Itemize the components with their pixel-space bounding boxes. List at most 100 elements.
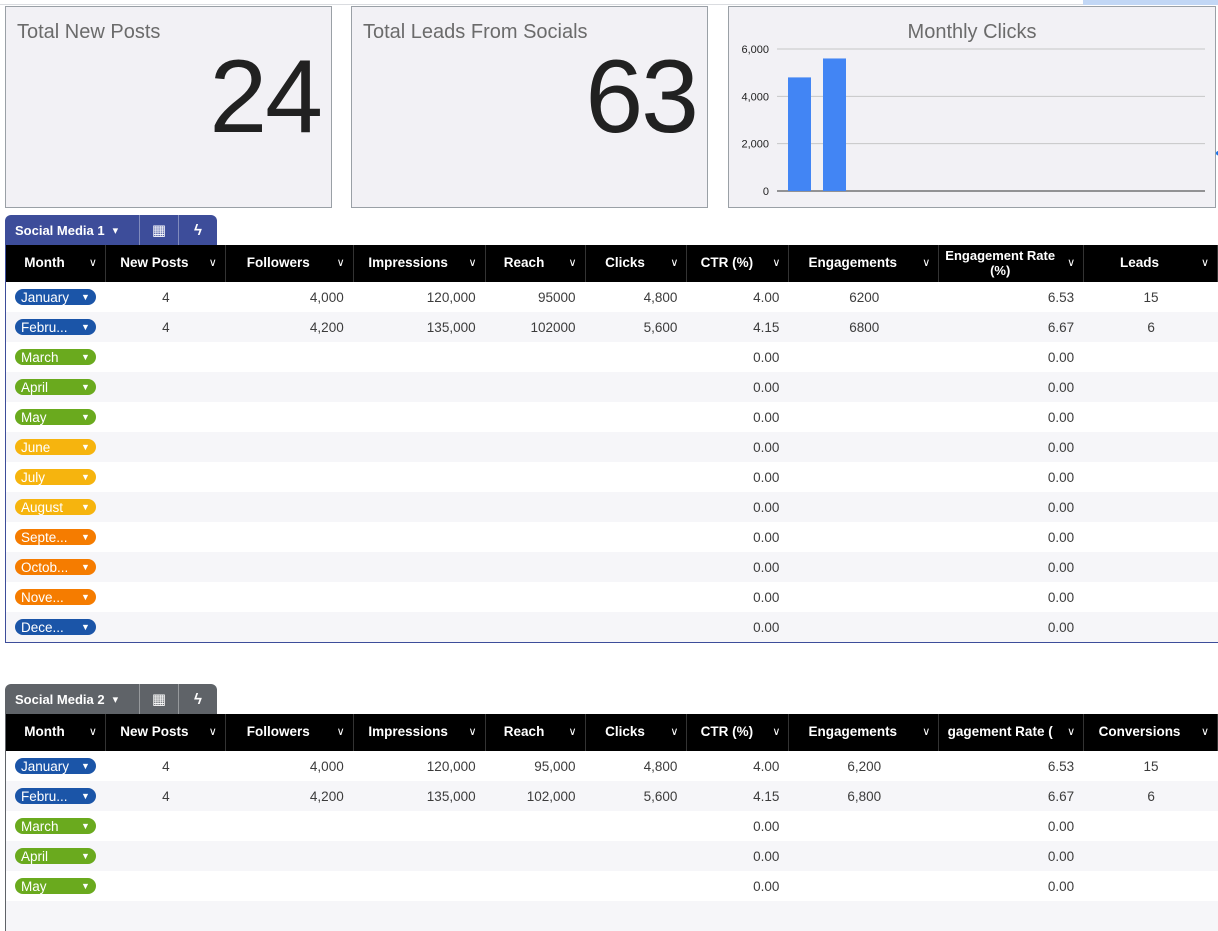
table-cell[interactable] <box>789 492 939 522</box>
table-cell[interactable] <box>354 901 486 931</box>
lightning-icon[interactable]: ϟ <box>178 684 217 714</box>
table-cell[interactable]: 0.00 <box>753 619 780 635</box>
table-cell[interactable]: 95,000 <box>534 758 576 774</box>
table-cell[interactable] <box>106 522 226 552</box>
table-cell[interactable] <box>1084 552 1218 582</box>
table-cell[interactable] <box>354 552 486 582</box>
table-cell[interactable] <box>687 901 789 931</box>
table-cell[interactable] <box>789 372 939 402</box>
table-cell[interactable] <box>486 901 586 931</box>
chevron-down-icon[interactable]: ∨ <box>468 726 477 738</box>
table-cell[interactable]: 0.00 <box>1047 619 1075 635</box>
month-cell[interactable]: Dece... ▼ <box>6 612 106 642</box>
table-cell[interactable] <box>486 462 586 492</box>
month-cell[interactable]: Septe... ▼ <box>6 522 106 552</box>
table-cell[interactable]: 6.67 <box>1047 788 1075 804</box>
month-dropdown-chip[interactable]: June ▼ <box>15 439 96 455</box>
table-cell[interactable] <box>354 462 486 492</box>
table-cell[interactable] <box>586 462 688 492</box>
month-dropdown-chip[interactable]: April ▼ <box>15 379 96 395</box>
chevron-down-icon[interactable]: ∨ <box>670 257 679 269</box>
table-cell[interactable]: 4.00 <box>753 758 780 774</box>
table-cell[interactable] <box>226 552 354 582</box>
table-cell[interactable]: 6800 <box>849 319 880 335</box>
table-cell[interactable] <box>106 811 226 841</box>
table-cell[interactable] <box>789 462 939 492</box>
column-header[interactable]: CTR (%) ∨ <box>687 245 790 282</box>
column-header[interactable]: New Posts ∨ <box>106 245 226 282</box>
table-cell[interactable]: 120,000 <box>426 289 476 305</box>
table-cell[interactable]: 4.15 <box>753 788 780 804</box>
column-header[interactable]: New Posts ∨ <box>106 714 226 751</box>
table-cell[interactable] <box>1084 492 1218 522</box>
table-cell[interactable]: 6 <box>1147 319 1155 335</box>
chevron-down-icon[interactable]: ∨ <box>922 257 931 269</box>
month-dropdown-chip[interactable]: Septe... ▼ <box>15 529 96 545</box>
table-cell[interactable] <box>789 342 939 372</box>
table-cell[interactable]: 0.00 <box>1047 848 1075 864</box>
table-name[interactable]: Social Media 2 ▾ <box>5 684 139 714</box>
column-header[interactable]: gagement Rate (∨ <box>939 714 1085 751</box>
month-dropdown-chip[interactable]: April ▼ <box>15 848 96 864</box>
table-cell[interactable]: 4,000 <box>309 289 344 305</box>
table-cell[interactable] <box>486 552 586 582</box>
table-cell[interactable]: 4 <box>162 788 170 804</box>
month-cell[interactable]: April ▼ <box>6 372 106 402</box>
table-calc-icon[interactable]: ▦ <box>139 684 178 714</box>
table-cell[interactable]: 4.00 <box>753 289 780 305</box>
table-cell[interactable] <box>354 372 486 402</box>
table-cell[interactable] <box>486 492 586 522</box>
table-cell[interactable] <box>586 522 688 552</box>
table-cell[interactable] <box>106 342 226 372</box>
table-cell[interactable]: 0.00 <box>753 878 780 894</box>
table-cell[interactable] <box>486 871 586 901</box>
table-cell[interactable]: 0.00 <box>1047 878 1075 894</box>
month-cell[interactable]: March ▼ <box>6 342 106 372</box>
table-cell[interactable]: 0.00 <box>1047 379 1075 395</box>
table-cell[interactable]: 0.00 <box>1047 409 1075 425</box>
month-dropdown-chip[interactable]: May ▼ <box>15 878 96 894</box>
table-cell[interactable]: 6.53 <box>1047 758 1075 774</box>
table-cell[interactable] <box>354 492 486 522</box>
month-cell[interactable]: January ▼ <box>6 282 106 312</box>
table-cell[interactable]: 4,000 <box>309 758 344 774</box>
table-cell[interactable]: 6 <box>1147 788 1155 804</box>
column-header[interactable]: Leads ∨ <box>1084 245 1218 282</box>
month-dropdown-chip[interactable]: Nove... ▼ <box>15 589 96 605</box>
table-cell[interactable] <box>226 841 354 871</box>
table-cell[interactable] <box>354 522 486 552</box>
chevron-down-icon[interactable]: ∨ <box>1200 257 1210 269</box>
table-cell[interactable] <box>226 492 354 522</box>
month-cell[interactable]: April ▼ <box>6 841 106 871</box>
month-cell[interactable]: Nove... ▼ <box>6 582 106 612</box>
table-cell[interactable] <box>586 402 688 432</box>
column-header[interactable]: Reach ∨ <box>486 245 586 282</box>
table-cell[interactable]: 0.00 <box>753 379 780 395</box>
table-cell[interactable] <box>106 492 226 522</box>
table-cell[interactable] <box>226 612 354 642</box>
month-cell[interactable]: May ▼ <box>6 871 106 901</box>
table-cell[interactable] <box>586 372 688 402</box>
table-cell[interactable] <box>226 871 354 901</box>
table-cell[interactable]: 4 <box>162 319 170 335</box>
table-cell[interactable]: 5,600 <box>643 788 678 804</box>
column-header[interactable]: Impressions ∨ <box>354 714 486 751</box>
table-cell[interactable]: 0.00 <box>753 848 780 864</box>
table-cell[interactable] <box>486 582 586 612</box>
table-cell[interactable] <box>1084 432 1218 462</box>
table-cell[interactable]: 4,800 <box>643 289 678 305</box>
table-cell[interactable] <box>106 582 226 612</box>
table-cell[interactable]: 4,800 <box>643 758 678 774</box>
table-cell[interactable]: 0.00 <box>753 499 780 515</box>
table-tab-social-media-2[interactable]: Social Media 2 ▾ ▦ ϟ <box>5 684 217 714</box>
table-cell[interactable] <box>106 871 226 901</box>
column-header[interactable]: Month ∨ <box>6 714 106 751</box>
table-cell[interactable] <box>586 901 688 931</box>
table-cell[interactable] <box>106 462 226 492</box>
table-cell[interactable] <box>106 841 226 871</box>
table-cell[interactable] <box>106 612 226 642</box>
chevron-down-icon[interactable]: ∨ <box>670 726 679 738</box>
month-dropdown-chip[interactable]: August ▼ <box>15 499 96 515</box>
table-cell[interactable] <box>354 841 486 871</box>
chevron-down-icon[interactable]: ∨ <box>772 257 781 269</box>
